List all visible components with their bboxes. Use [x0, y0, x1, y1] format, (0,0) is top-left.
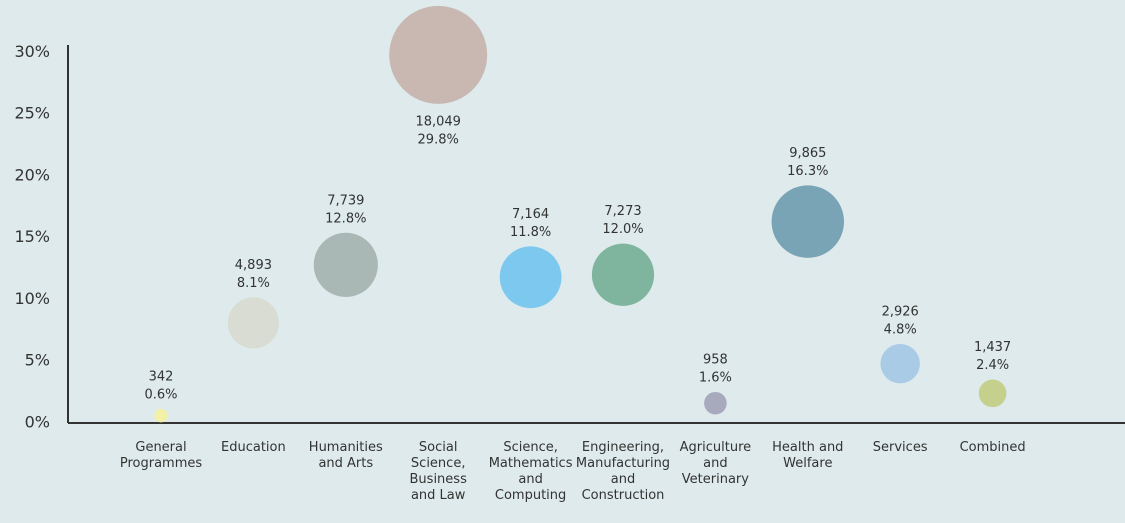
value-label: 11.8% — [510, 225, 551, 240]
bubble — [978, 379, 1007, 408]
size-label: 2,926 — [882, 304, 919, 319]
bubble — [771, 185, 845, 258]
value-label: 0.6% — [144, 387, 177, 402]
value-label: 1.6% — [699, 370, 732, 385]
x-tick-label: Services — [872, 440, 928, 455]
x-tick-label: Social Science, Business and Law — [409, 440, 467, 503]
bubble — [880, 343, 920, 384]
y-tick-label: 10% — [14, 289, 50, 308]
size-label: 7,273 — [604, 204, 641, 219]
x-tick-label: Humanities and Arts — [308, 440, 383, 471]
bubble — [591, 243, 655, 306]
x-tick-label: Engineering, Manufacturing and Construct… — [575, 440, 671, 503]
y-tick-label: 0% — [25, 413, 50, 432]
value-label: 12.0% — [602, 222, 643, 237]
x-tick-label: Education — [221, 440, 286, 455]
value-label: 12.8% — [325, 211, 366, 226]
bubble — [154, 408, 168, 423]
y-tick-label: 5% — [25, 351, 50, 370]
value-label: 4.8% — [884, 322, 917, 337]
value-label: 29.8% — [418, 132, 459, 147]
y-tick-label: 25% — [14, 104, 50, 123]
x-tick-label: General Programmes — [119, 440, 203, 471]
y-tick-label: 20% — [14, 165, 50, 184]
size-label: 9,865 — [789, 146, 826, 161]
size-label: 958 — [703, 352, 728, 367]
y-tick-label: 30% — [14, 42, 50, 61]
x-tick-label: Agriculture and Veterinary — [679, 440, 752, 487]
x-tick-label: Science, Mathematics and Computing — [488, 440, 573, 503]
value-label: 16.3% — [787, 164, 828, 179]
size-label: 7,164 — [512, 207, 549, 222]
x-tick-label: Combined — [959, 440, 1026, 455]
bubble — [313, 232, 378, 297]
value-label: 2.4% — [976, 358, 1009, 373]
size-label: 342 — [149, 369, 174, 384]
size-label: 1,437 — [974, 340, 1011, 355]
bubble — [704, 391, 727, 415]
x-tick-label: Health and Welfare — [772, 440, 844, 471]
value-label: 8.1% — [237, 276, 270, 291]
bubble — [499, 246, 562, 309]
bubble — [227, 297, 279, 349]
size-label: 18,049 — [415, 114, 461, 129]
size-label: 7,739 — [327, 193, 364, 208]
bubble — [389, 5, 488, 104]
size-label: 4,893 — [235, 258, 272, 273]
y-tick-label: 15% — [14, 227, 50, 246]
